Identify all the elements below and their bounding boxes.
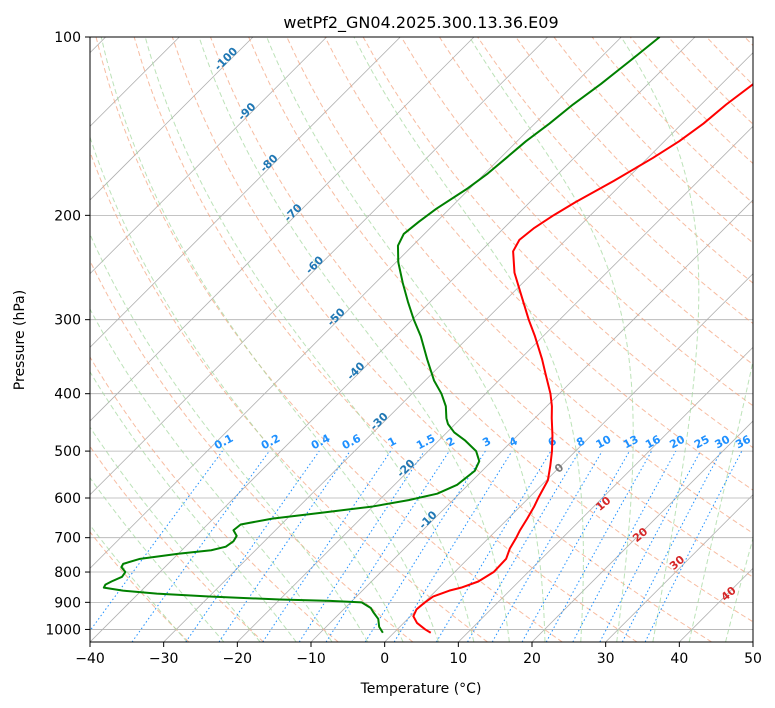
isotherm-gridline — [458, 346, 753, 642]
isotherm-gridline — [531, 420, 753, 642]
mixing-ratio-line — [218, 450, 351, 642]
dry-adiabat-line — [90, 445, 264, 642]
isotherm-gridline — [90, 37, 548, 496]
moist-adiabat-line — [198, 37, 510, 642]
mixing-ratio-line — [185, 450, 320, 642]
dry-adiabat-line — [171, 37, 712, 642]
moist-adiabat-line — [144, 37, 475, 642]
x-tick-label: −40 — [75, 651, 105, 667]
dry-adiabat-line — [90, 150, 488, 642]
mixing-ratio-line — [393, 450, 513, 642]
dry-adiabat-line — [439, 37, 753, 366]
dry-adiabat-line — [515, 37, 753, 284]
mixing-ratio-line — [521, 450, 630, 642]
moist-adiabat-line — [688, 358, 753, 642]
moist-adiabat-line — [90, 135, 404, 642]
mixing-ratio-label: 16 — [643, 433, 663, 452]
moist-adiabat-line — [90, 476, 225, 642]
x-tick-label: −30 — [149, 651, 179, 667]
mixing-ratio-line — [131, 450, 270, 642]
x-axis-label: Temperature (°C) — [360, 681, 482, 697]
moist-adiabat-line — [620, 37, 700, 642]
isotherm-gridline — [384, 273, 753, 642]
y-tick-label: 700 — [54, 531, 81, 547]
mixing-ratio-label: 36 — [733, 433, 753, 452]
moist-adiabat-line — [90, 233, 369, 642]
mixing-ratio-line — [644, 450, 743, 642]
y-tick-label: 1000 — [45, 622, 81, 638]
y-tick-label: 500 — [54, 444, 81, 460]
mixing-ratio-line — [90, 450, 223, 632]
moist-adiabat-line — [100, 37, 439, 642]
mixing-ratio-line — [572, 450, 677, 642]
y-tick-label: 800 — [54, 565, 81, 581]
isotherm-gridline — [90, 37, 475, 422]
x-tick-label: 0 — [380, 651, 389, 667]
isotherm-gridline — [90, 37, 327, 275]
dry-adiabat-line — [400, 37, 753, 407]
moist-adiabat-line — [90, 426, 261, 642]
dry-adiabat-line — [95, 37, 563, 642]
isotherm-gridline — [90, 37, 696, 642]
mixing-ratio-label: 25 — [692, 433, 712, 452]
axes: −40 −30 −20 −10 0 10 20 30 40 50 100 200 300 400 500 60… — [45, 30, 762, 667]
x-tick-label: 20 — [523, 651, 541, 667]
dry-adiabat-line — [210, 37, 753, 623]
moist-adiabat-line — [725, 536, 753, 642]
moist-adiabat-line — [266, 37, 546, 642]
plot-frame — [89, 36, 754, 643]
isotherm-gridline — [605, 494, 753, 642]
dry-adiabat-line — [90, 259, 414, 642]
isotherm-gridline — [90, 37, 622, 569]
isotherm-gridline — [90, 37, 401, 348]
y-tick-label: 900 — [54, 595, 81, 611]
isotherm-gridline — [163, 52, 753, 642]
chart-title: wetPf2_GN04.2025.300.13.36.E09 — [283, 13, 558, 33]
x-tick-label: −20 — [223, 651, 253, 667]
y-tick-label: 600 — [54, 491, 81, 507]
y-tick-label: 300 — [54, 313, 81, 329]
mixing-ratio-line — [545, 450, 653, 642]
mixing-ratio-label: 13 — [621, 433, 641, 452]
mixing-ratio-line — [325, 450, 450, 642]
dewpoint-profile-line — [102, 37, 661, 634]
moist-adiabat-line — [353, 37, 584, 642]
mixing-ratio-line — [298, 450, 425, 642]
x-tick-label: 50 — [744, 651, 762, 667]
isotherm-gridline — [90, 37, 254, 201]
x-tick-label: 30 — [597, 651, 615, 667]
mixing-ratio-line — [262, 450, 392, 642]
x-tick-label: −10 — [296, 651, 326, 667]
dry-adiabat-line — [324, 37, 753, 491]
y-tick-label: 400 — [54, 387, 81, 403]
dry-adiabat-line — [90, 356, 339, 642]
dry-adiabat-line — [248, 37, 753, 578]
y-axis-label: Pressure (hPa) — [12, 290, 28, 390]
temperature-profile-line — [412, 82, 753, 634]
y-tick-label: 100 — [54, 30, 81, 46]
sounding-profiles — [102, 37, 753, 634]
mixing-ratio-label: 20 — [667, 433, 687, 452]
mixing-ratio-label: 10 — [594, 433, 614, 452]
y-tick-label: 200 — [54, 208, 81, 224]
x-tick-label: 40 — [670, 651, 688, 667]
mixing-ratio-label: 30 — [713, 433, 733, 452]
dry-adiabat-line — [133, 37, 638, 642]
thermodynamic-lines — [90, 37, 753, 642]
isotherm-gridline — [237, 125, 753, 642]
x-tick-label: 10 — [449, 651, 467, 667]
dry-adiabat-line — [90, 531, 190, 642]
